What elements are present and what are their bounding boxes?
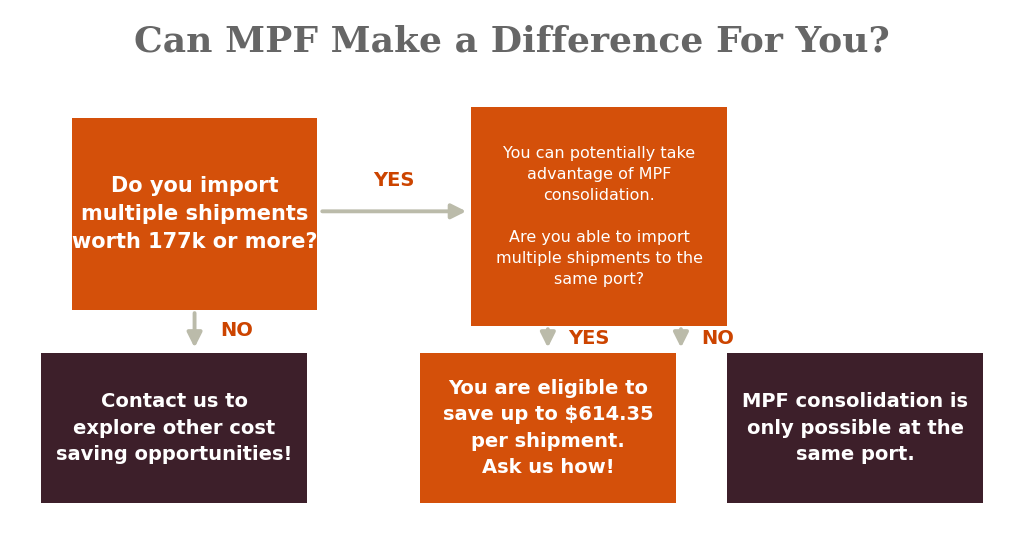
Text: MPF consolidation is
only possible at the
same port.: MPF consolidation is only possible at th… [742, 392, 968, 464]
Text: NO: NO [220, 320, 253, 340]
FancyBboxPatch shape [41, 353, 307, 503]
Text: You are eligible to
save up to $614.35
per shipment.
Ask us how!: You are eligible to save up to $614.35 p… [442, 379, 653, 477]
Text: Can MPF Make a Difference For You?: Can MPF Make a Difference For You? [134, 24, 890, 58]
Text: YES: YES [374, 171, 415, 190]
FancyBboxPatch shape [471, 107, 727, 326]
Text: NO: NO [701, 328, 734, 348]
Text: Do you import
multiple shipments
worth 177k or more?: Do you import multiple shipments worth 1… [72, 176, 317, 252]
Text: Contact us to
explore other cost
saving opportunities!: Contact us to explore other cost saving … [56, 392, 292, 464]
Text: You can potentially take
advantage of MPF
consolidation.

Are you able to import: You can potentially take advantage of MP… [496, 146, 702, 287]
FancyBboxPatch shape [72, 118, 317, 310]
FancyBboxPatch shape [420, 353, 676, 503]
Text: YES: YES [568, 328, 609, 348]
FancyBboxPatch shape [727, 353, 983, 503]
